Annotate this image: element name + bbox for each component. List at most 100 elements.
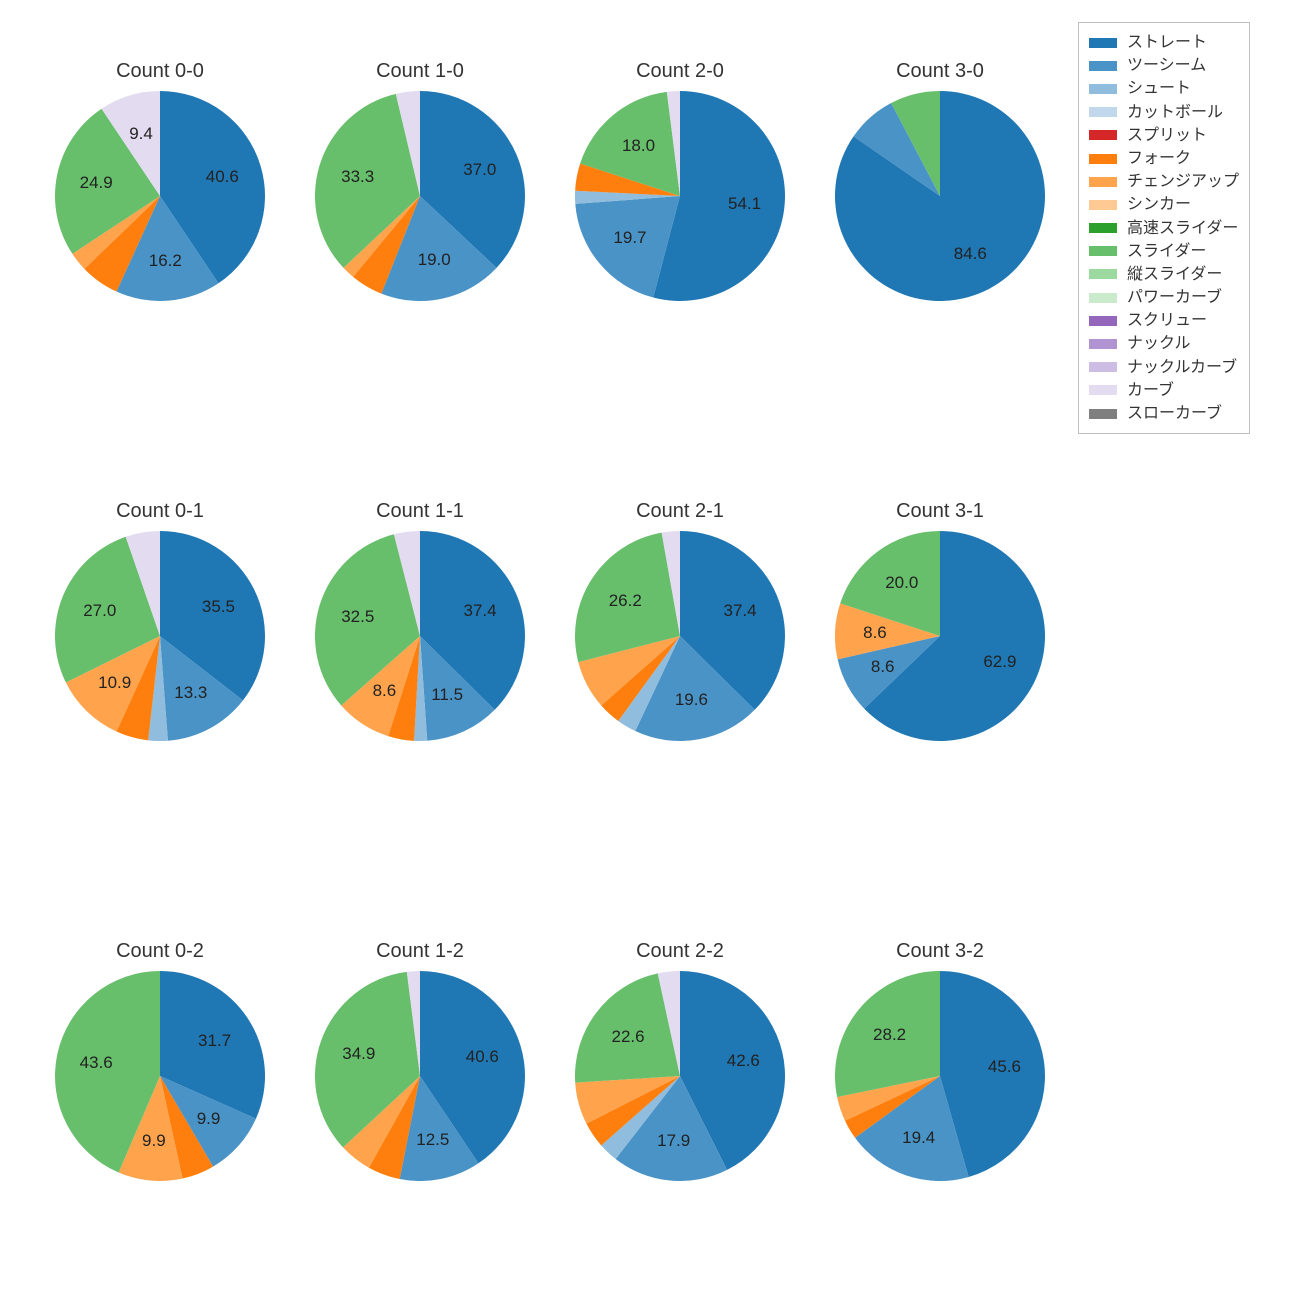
pie-title: Count 0-1 xyxy=(40,500,280,523)
pie-wrap: 40.612.534.9 xyxy=(315,971,525,1181)
pie-wrap: 37.411.58.632.5 xyxy=(315,531,525,741)
pie-title: Count 1-1 xyxy=(300,500,540,523)
legend-label: 縦スライダー xyxy=(1127,263,1222,286)
pie-title: Count 2-2 xyxy=(560,940,800,963)
legend-row: スライダー xyxy=(1089,240,1239,263)
pie-title: Count 1-0 xyxy=(300,60,540,83)
pie-wrap: 35.513.310.927.0 xyxy=(55,531,265,741)
pie-wrap: 42.617.922.6 xyxy=(575,971,785,1181)
legend-swatch xyxy=(1089,293,1117,303)
pie-cell: Count 3-0 84.6 xyxy=(820,60,1060,301)
legend-row: シンカー xyxy=(1089,193,1239,216)
legend-label: ナックル xyxy=(1127,332,1191,355)
legend-row: 縦スライダー xyxy=(1089,263,1239,286)
legend-label: スクリュー xyxy=(1127,309,1207,332)
legend-row: ナックルカーブ xyxy=(1089,356,1239,379)
legend-label: 高速スライダー xyxy=(1127,217,1238,240)
legend-swatch xyxy=(1089,339,1117,349)
pie-svg xyxy=(575,971,785,1181)
pie-cell: Count 2-1 37.419.626.2 xyxy=(560,500,800,741)
legend: ストレートツーシームシュートカットボールスプリットフォークチェンジアップシンカー… xyxy=(1078,22,1250,434)
legend-swatch xyxy=(1089,61,1117,71)
pie-title: Count 2-0 xyxy=(560,60,800,83)
legend-row: ストレート xyxy=(1089,31,1239,54)
pie-svg xyxy=(835,531,1045,741)
pie-title: Count 3-0 xyxy=(820,60,1060,83)
pie-wrap: 54.119.718.0 xyxy=(575,91,785,301)
legend-label: パワーカーブ xyxy=(1127,286,1222,309)
legend-row: スクリュー xyxy=(1089,309,1239,332)
legend-label: ストレート xyxy=(1127,31,1207,54)
pie-cell: Count 1-240.612.534.9 xyxy=(300,940,540,1181)
legend-row: ツーシーム xyxy=(1089,54,1239,77)
pie-svg xyxy=(835,971,1045,1181)
pie-cell: Count 0-2 31.79.99.943.6 xyxy=(40,940,280,1181)
pie-cell: Count 1-1 37.411.58.632.5 xyxy=(300,500,540,741)
legend-swatch xyxy=(1089,385,1117,395)
pie-svg xyxy=(315,531,525,741)
legend-row: 高速スライダー xyxy=(1089,217,1239,240)
pie-svg xyxy=(55,531,265,741)
pie-wrap: 40.616.224.99.4 xyxy=(55,91,265,301)
pie-cell: Count 3-1 62.98.68.620.0 xyxy=(820,500,1060,741)
legend-swatch xyxy=(1089,362,1117,372)
pie-title: Count 2-1 xyxy=(560,500,800,523)
legend-row: シュート xyxy=(1089,77,1239,100)
pie-cell: Count 0-0 40.616.224.99.4 xyxy=(40,60,280,301)
pie-wrap: 62.98.68.620.0 xyxy=(835,531,1045,741)
pie-title: Count 3-1 xyxy=(820,500,1060,523)
legend-row: スプリット xyxy=(1089,124,1239,147)
pie-cell: Count 2-0 54.119.718.0 xyxy=(560,60,800,301)
legend-label: チェンジアップ xyxy=(1127,170,1239,193)
pie-title: Count 3-2 xyxy=(820,940,1060,963)
pie-wrap: 31.79.99.943.6 xyxy=(55,971,265,1181)
legend-row: カーブ xyxy=(1089,379,1239,402)
pie-wrap: 84.6 xyxy=(835,91,1045,301)
legend-swatch xyxy=(1089,154,1117,164)
pie-title: Count 0-0 xyxy=(40,60,280,83)
legend-row: チェンジアップ xyxy=(1089,170,1239,193)
legend-row: パワーカーブ xyxy=(1089,286,1239,309)
pie-svg xyxy=(835,91,1045,301)
legend-swatch xyxy=(1089,246,1117,256)
legend-swatch xyxy=(1089,130,1117,140)
legend-swatch xyxy=(1089,177,1117,187)
legend-swatch xyxy=(1089,38,1117,48)
pie-svg xyxy=(315,971,525,1181)
legend-label: スライダー xyxy=(1127,240,1206,263)
legend-label: シュート xyxy=(1127,77,1191,100)
legend-swatch xyxy=(1089,409,1117,419)
legend-row: ナックル xyxy=(1089,332,1239,355)
pie-svg xyxy=(55,971,265,1181)
legend-swatch xyxy=(1089,200,1117,210)
legend-label: カットボール xyxy=(1127,101,1223,124)
pie-cell: Count 2-2 42.617.922.6 xyxy=(560,940,800,1181)
legend-swatch xyxy=(1089,316,1117,326)
legend-swatch xyxy=(1089,84,1117,94)
chart-canvas: { "layout": { "width": 1300, "height": 1… xyxy=(0,0,1300,1300)
pie-wrap: 37.419.626.2 xyxy=(575,531,785,741)
legend-swatch xyxy=(1089,107,1117,117)
legend-label: ツーシーム xyxy=(1127,54,1206,77)
legend-label: スローカーブ xyxy=(1127,402,1222,425)
legend-label: スプリット xyxy=(1127,124,1207,147)
pie-cell: Count 0-1 35.513.310.927.0 xyxy=(40,500,280,741)
pie-svg xyxy=(575,531,785,741)
pie-wrap: 37.019.033.3 xyxy=(315,91,525,301)
legend-row: スローカーブ xyxy=(1089,402,1239,425)
legend-swatch xyxy=(1089,269,1117,279)
legend-label: シンカー xyxy=(1127,193,1191,216)
legend-label: ナックルカーブ xyxy=(1127,356,1237,379)
pie-cell: Count 3-2 45.619.428.2 xyxy=(820,940,1060,1181)
legend-label: カーブ xyxy=(1127,379,1174,402)
legend-row: フォーク xyxy=(1089,147,1239,170)
legend-label: フォーク xyxy=(1127,147,1191,170)
pie-svg xyxy=(575,91,785,301)
legend-swatch xyxy=(1089,223,1117,233)
pie-title: Count 0-2 xyxy=(40,940,280,963)
pie-wrap: 45.619.428.2 xyxy=(835,971,1045,1181)
pie-svg xyxy=(315,91,525,301)
pie-slice xyxy=(835,971,940,1097)
legend-row: カットボール xyxy=(1089,101,1239,124)
pie-svg xyxy=(55,91,265,301)
